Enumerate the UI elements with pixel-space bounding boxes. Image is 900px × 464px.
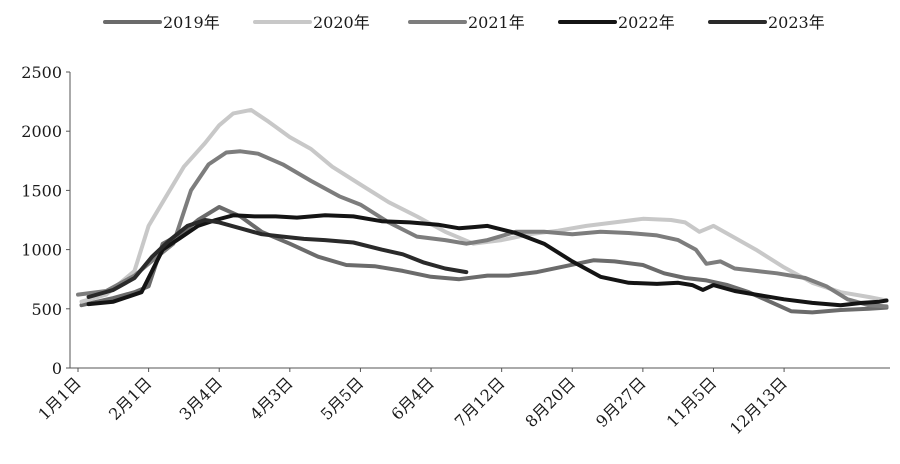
legend-label: 2022年	[618, 13, 675, 32]
x-tick-label: 8月20日	[521, 373, 579, 431]
x-tick-label: 1月1日	[34, 373, 84, 423]
x-tick-label: 6月4日	[387, 373, 437, 423]
x-tick-label: 5月5日	[317, 373, 367, 423]
legend: 2019年 2020年 2021年 2022年 2023年	[103, 13, 825, 32]
legend-label: 2021年	[468, 13, 525, 32]
series-line-2021年	[76, 149, 889, 309]
y-tick-label: 2000	[21, 122, 62, 141]
legend-label: 2020年	[313, 13, 370, 32]
y-tick-label: 0	[52, 359, 62, 378]
x-tick-label: 12月13日	[726, 373, 791, 438]
x-tick-label: 9月27日	[592, 373, 650, 431]
series-line-2022年	[86, 213, 889, 308]
series-line-2020年	[79, 107, 889, 304]
series-line-2023年	[86, 218, 469, 299]
y-tick-label: 1000	[21, 241, 62, 260]
series-layer	[76, 107, 889, 315]
legend-label: 2023年	[768, 13, 825, 32]
x-tick-label: 7月12日	[451, 373, 509, 431]
x-tick-label: 2月1日	[105, 373, 155, 423]
y-tick-label: 1500	[21, 181, 62, 200]
x-tick-label: 11月5日	[663, 373, 721, 431]
x-tick-label: 3月4日	[176, 373, 226, 423]
legend-label: 2019年	[163, 13, 220, 32]
y-tick-label: 500	[31, 300, 62, 319]
x-tick-label: 4月3日	[246, 373, 296, 423]
y-tick-label: 2500	[21, 63, 62, 82]
